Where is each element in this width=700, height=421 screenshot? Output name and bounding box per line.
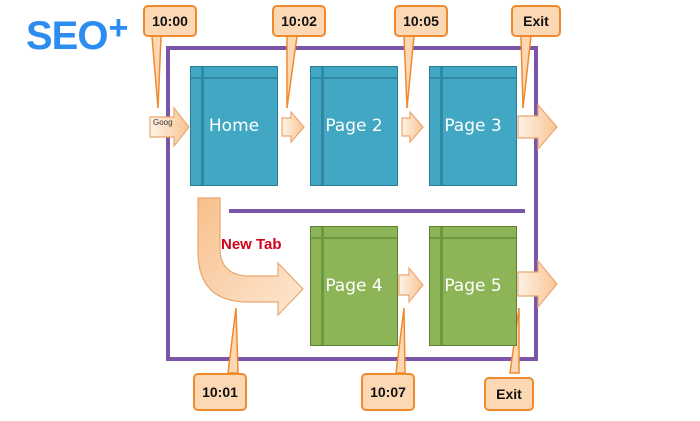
seo-logo: SEO+: [26, 9, 128, 58]
exit-callout-bottom: Exit: [484, 377, 534, 411]
page-top-band: [311, 237, 397, 239]
arrow-page5-exit: [517, 259, 558, 309]
time-callout-1005: 10:05: [394, 5, 448, 37]
page-spine: [321, 227, 324, 345]
new-tab-curved-arrow: [197, 197, 304, 317]
tail-1005: [403, 35, 415, 109]
page-top-band: [311, 77, 397, 79]
page-4: Page 4: [310, 226, 398, 346]
new-tab-label: New Tab: [221, 236, 282, 253]
page-label: Page 2: [325, 116, 383, 136]
arrow-page4-to-page5: [398, 266, 424, 304]
page-label: Home: [208, 116, 260, 136]
page-spine: [321, 67, 324, 185]
page-label: Page 4: [325, 276, 383, 296]
page-label: Page 3: [444, 116, 502, 136]
page-spine: [201, 67, 204, 185]
page-spine: [440, 67, 443, 185]
tail-1000: [151, 35, 162, 109]
time-callout-1000: 10:00: [143, 5, 197, 37]
row-divider: [229, 209, 525, 213]
logo-text: SEO: [26, 14, 108, 58]
tail-exit-top: [520, 35, 532, 109]
page-label: Page 5: [444, 276, 502, 296]
session-frame: [166, 46, 538, 361]
page-top-band: [430, 77, 516, 79]
page-3: Page 3: [429, 66, 517, 186]
logo-plus: +: [108, 9, 128, 47]
source-label: Goog: [153, 118, 173, 127]
time-callout-1007: 10:07: [361, 373, 415, 411]
time-callout-1002: 10:02: [272, 5, 326, 37]
page-home: Home: [190, 66, 278, 186]
entry-arrow: [149, 106, 190, 148]
arrow-page2-to-page3: [401, 110, 424, 144]
tail-1001: [227, 307, 239, 374]
time-callout-1001: 10:01: [193, 373, 247, 411]
page-top-band: [430, 237, 516, 239]
tail-1002: [286, 35, 298, 109]
arrow-home-to-page2: [281, 110, 305, 144]
page-spine: [440, 227, 443, 345]
arrow-page3-exit: [517, 103, 558, 151]
page-5: Page 5: [429, 226, 517, 346]
page-top-band: [191, 77, 277, 79]
exit-callout-top: Exit: [511, 5, 561, 37]
page-2: Page 2: [310, 66, 398, 186]
